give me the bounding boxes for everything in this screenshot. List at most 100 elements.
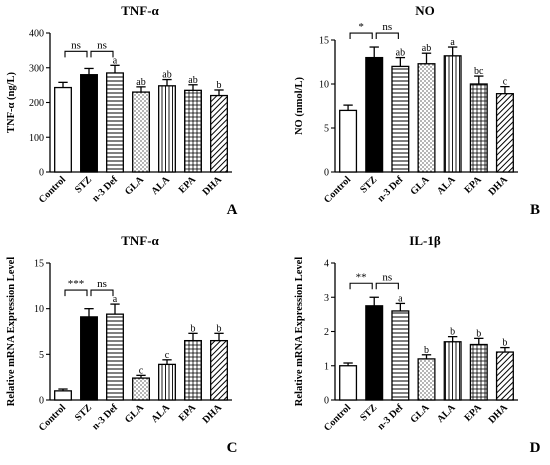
y-tick-label: 1	[324, 361, 329, 372]
comparison-bracket	[349, 282, 373, 290]
chart-title: TNF-α	[121, 3, 159, 18]
significance-letter: b	[424, 345, 429, 356]
bar	[417, 358, 436, 401]
bar	[339, 109, 358, 173]
x-tick-label: DHA	[487, 174, 511, 198]
x-tick-label: n-3 Def	[376, 174, 406, 204]
comparison-label: ***	[68, 278, 85, 290]
significance-letter: c	[165, 350, 170, 361]
panel-letter: B	[530, 202, 540, 218]
significance-letter: ab	[162, 70, 171, 81]
y-tick-label: 200	[29, 98, 44, 109]
comparison-bracket	[349, 32, 373, 40]
significance-letter: bc	[474, 66, 484, 77]
significance-letter: b	[450, 327, 455, 338]
bar	[391, 65, 410, 173]
bar	[443, 55, 462, 173]
significance-letter: b	[191, 323, 196, 334]
x-tick-label: n-3 Def	[90, 402, 120, 432]
x-tick-label: DHA	[201, 174, 225, 198]
y-tick-label: 400	[29, 29, 44, 40]
y-axis-label: TNF-α (ng/L)	[6, 72, 17, 133]
x-tick-label: DHA	[487, 402, 511, 426]
x-tick-label: Control	[37, 174, 68, 205]
bar	[184, 339, 202, 401]
y-tick-label: 100	[29, 133, 44, 144]
y-tick-label: 2	[324, 327, 329, 338]
y-axis-label: NO (nmol/L)	[294, 76, 305, 135]
x-tick-label: GLA	[123, 402, 147, 426]
y-tick-label: 15	[34, 259, 44, 270]
x-tick-label: STZ	[358, 402, 379, 423]
chart-title: IL-1β	[409, 233, 441, 248]
bar	[54, 390, 72, 401]
bar	[54, 86, 72, 173]
bar	[365, 305, 384, 401]
panel-letter: D	[530, 440, 541, 456]
significance-letter: b	[217, 323, 222, 334]
comparison-label: *	[358, 21, 364, 33]
x-tick-label: STZ	[73, 174, 94, 195]
bar	[339, 365, 358, 401]
comparison-label: ns	[382, 271, 392, 283]
comparison-bracket	[64, 289, 88, 297]
y-axis-label: Relative mRNA Expression Level	[6, 257, 17, 407]
y-tick-label: 0	[39, 396, 44, 407]
bar	[495, 351, 514, 401]
significance-letter: a	[113, 55, 118, 66]
significance-letter: b	[217, 80, 222, 91]
x-tick-label: STZ	[358, 174, 379, 195]
comparison-bracket	[64, 50, 88, 58]
significance-letter: a	[398, 293, 403, 304]
x-tick-label: GLA	[123, 174, 147, 198]
x-tick-label: n-3 Def	[376, 402, 406, 432]
significance-letter: ab	[188, 75, 197, 86]
y-tick-label: 15	[319, 36, 329, 47]
comparison-label: ns	[71, 39, 81, 51]
x-tick-label: EPA	[177, 174, 199, 196]
comparison-bracket	[90, 289, 114, 297]
x-tick-label: ALA	[149, 402, 172, 425]
significance-letter: a	[450, 37, 455, 48]
bar	[210, 339, 228, 401]
comparison-bracket	[90, 50, 114, 58]
y-tick-label: 3	[324, 293, 329, 304]
comparison-bracket	[375, 32, 399, 40]
bar	[80, 316, 98, 401]
chart-title: TNF-α	[121, 233, 159, 248]
x-tick-label: Control	[322, 174, 353, 205]
y-tick-label: 0	[324, 396, 329, 407]
bar	[417, 63, 436, 173]
y-tick-label: 5	[324, 124, 329, 135]
y-tick-label: 10	[319, 80, 329, 91]
comparison-label: ns	[97, 39, 107, 51]
chart-title: NO	[415, 3, 435, 18]
y-tick-label: 5	[39, 350, 44, 361]
panel-letter: C	[227, 440, 238, 456]
panel-c: TNF-α Relative mRNA Expression Level 0 5 10 1…	[6, 233, 237, 456]
panel-d: IL-1β Relative mRNA Expression Level 0 1 2 3 4…	[294, 233, 541, 456]
bar	[443, 341, 462, 401]
x-tick-label: GLA	[409, 402, 433, 426]
bar	[469, 343, 488, 401]
significance-letter: ab	[422, 43, 431, 54]
panel-letter: A	[227, 202, 238, 218]
comparison-label: **	[356, 271, 367, 283]
y-tick-label: 0	[39, 168, 44, 179]
y-tick-label: 4	[324, 259, 329, 270]
significance-letter: a	[113, 294, 118, 305]
comparison-label: ns	[382, 21, 392, 33]
bar	[495, 93, 514, 173]
bar	[158, 363, 176, 401]
x-tick-label: ALA	[149, 174, 172, 197]
x-tick-label: n-3 Def	[90, 174, 120, 204]
significance-letter: ab	[136, 77, 145, 88]
x-tick-label: ALA	[435, 402, 458, 425]
significance-letter: c	[139, 365, 144, 376]
comparison-label: ns	[97, 278, 107, 290]
bar	[158, 85, 176, 173]
bar	[80, 74, 98, 173]
bar	[106, 313, 124, 401]
